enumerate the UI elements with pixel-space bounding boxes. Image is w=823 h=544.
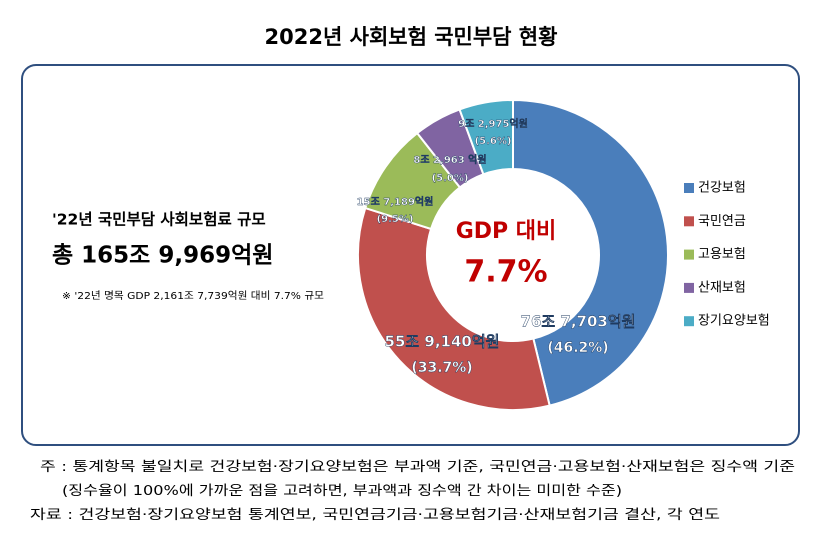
legend-label: 건강보험	[698, 181, 746, 196]
summary-note: ※ '22년 명목 GDP 2,161조 7,739억원 대비 7.7% 규모	[62, 290, 324, 302]
legend-label: 산재보험	[698, 280, 746, 295]
legend-swatch	[684, 282, 694, 293]
legend-swatch	[684, 183, 694, 193]
legend-swatch	[684, 316, 694, 327]
slice-percent: (33.7%)	[411, 360, 472, 376]
legend-label: 국민연금	[698, 214, 746, 229]
donut-hole	[427, 169, 599, 341]
slice-percent: (5.6%)	[475, 136, 512, 147]
slice-amount: 9조 2,975억원	[458, 117, 528, 130]
slice-percent: (9.5%)	[377, 214, 414, 225]
summary-total: 총 165조 9,969억원	[52, 243, 273, 269]
note: (징수율이 100%에 가까운 점을 고려하면, 부과액과 징수액 간 차이는 …	[62, 483, 622, 499]
center-value: 7.7%	[464, 255, 547, 290]
summary-label: '22년 국민부담 사회보험료 규모	[52, 210, 266, 229]
slice-amount: 76조 7,703억원	[521, 313, 636, 331]
center-label: GDP 대비	[456, 219, 557, 244]
legend-swatch	[684, 216, 694, 227]
donut	[357, 98, 669, 411]
slice-amount: 8조 2,963 억원	[413, 153, 486, 166]
slice-percent: (5.0%)	[432, 173, 469, 184]
legend-label: 고용보험	[698, 247, 746, 262]
source: 자료 : 건강보험·장기요양보험 통계연보, 국민연금기금·고용보험기금·산재보…	[30, 507, 720, 523]
title: 2022년 사회보험 국민부담 현황	[265, 25, 558, 49]
slice-amount: 55조 9,140억원	[385, 333, 500, 351]
legend-swatch	[684, 249, 694, 260]
slice-percent: (46.2%)	[547, 340, 608, 356]
note: 주 : 통계항목 불일치로 건강보험·장기요양보험은 부과액 기준, 국민연금·…	[40, 459, 795, 475]
slice-amount: 15조 7,189억원	[357, 195, 434, 208]
legend-label: 장기요양보험	[698, 314, 770, 329]
